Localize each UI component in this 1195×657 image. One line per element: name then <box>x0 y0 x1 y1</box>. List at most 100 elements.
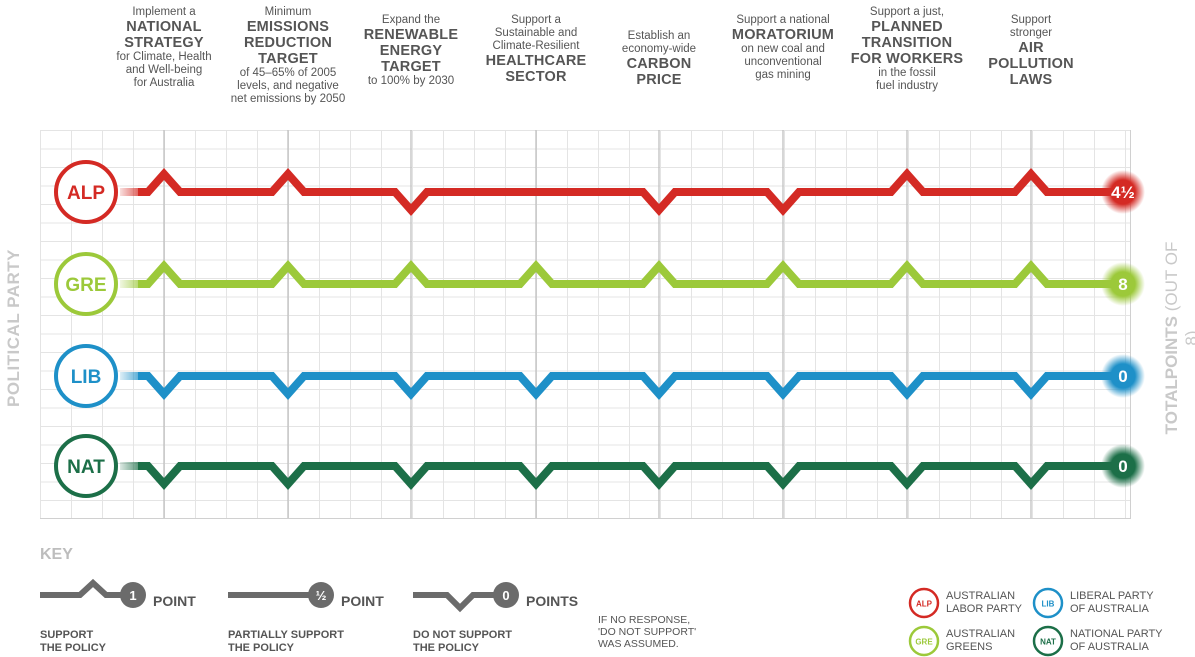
key-badge <box>308 582 334 608</box>
no-response-note: IF NO RESPONSE, 'DO NOT SUPPORT' WAS ASS… <box>598 614 718 650</box>
legend-badge-label: LIB <box>1042 600 1055 609</box>
party-badge-gre <box>54 252 118 316</box>
key-badge <box>120 582 146 608</box>
policy-header: Establish an economy-wide CARBON PRICE <box>589 30 729 88</box>
series-lead-in <box>120 372 148 380</box>
key-points-label: POINT <box>153 593 196 609</box>
key-title: KEY <box>40 546 73 563</box>
note-line: WAS ASSUMED. <box>598 638 679 650</box>
policy-detail: in the fossil <box>878 67 936 79</box>
key-line <box>40 578 126 598</box>
total-glow <box>1101 354 1145 398</box>
policy-header: Support a national MORATORIUM on new coal … <box>713 14 853 82</box>
legend-badge-label: ALP <box>916 600 933 609</box>
series-line-alp <box>138 167 1124 217</box>
total-glow <box>1101 444 1145 488</box>
key-badge <box>493 582 519 608</box>
policy-pre-text: Support a just, <box>869 6 945 18</box>
policy-title: CARBON <box>626 56 692 72</box>
total-points-value: 0 <box>1118 367 1127 386</box>
legend-line: GREENS <box>946 641 993 653</box>
legend-badge-label: NAT <box>1040 638 1056 647</box>
party-label: NAT <box>67 457 105 478</box>
policy-title: AIR <box>1018 40 1044 56</box>
legend-badge-alp <box>908 587 940 619</box>
policy-title: TARGET <box>381 59 441 75</box>
policy-pre-text: Support a <box>511 14 561 26</box>
policy-detail: and Well-being <box>125 64 203 76</box>
policy-pre-text: economy-wide <box>621 43 697 55</box>
policy-detail: for Australia <box>133 77 195 89</box>
policy-title: PRICE <box>636 72 682 88</box>
total-points-value: 4½ <box>1111 183 1135 202</box>
policy-title: EMISSIONS <box>246 19 330 35</box>
legend-label: AUSTRALIAN GREENS <box>946 628 1015 654</box>
total-points-label-bold: TOTALPOINTS <box>1162 315 1181 435</box>
key-badge-value: 1 <box>129 588 136 603</box>
key-badge-value: ½ <box>316 588 327 603</box>
total-points-value: 8 <box>1118 275 1127 294</box>
key-points-label: POINTS <box>526 593 579 609</box>
series-lead-in <box>120 188 148 196</box>
policy-detail: net emissions by 2050 <box>230 93 346 105</box>
key-caption-line: DO NOT SUPPORT <box>413 629 513 641</box>
policy-detail: fuel industry <box>875 80 938 92</box>
policy-title: LAWS <box>1009 72 1053 88</box>
party-legend-badges: ALP LIB GRE NAT <box>908 587 1064 657</box>
policy-title: PLANNED <box>871 19 943 35</box>
legend-line: LIBERAL PARTY <box>1070 590 1154 602</box>
key-caption-line: PARTIALLY SUPPORT <box>228 629 344 641</box>
key-caption: PARTIALLY SUPPORT THE POLICY <box>228 629 344 655</box>
total-glow <box>1101 170 1145 214</box>
policy-detail: of 45–65% of 2005 <box>239 67 337 79</box>
note-line: 'DO NOT SUPPORT' <box>598 626 697 638</box>
policy-detail: on new coal and <box>741 43 825 55</box>
policy-title: TARGET <box>258 51 318 67</box>
legend-line: LABOR PARTY <box>946 603 1023 615</box>
policy-pre-text: Establish an <box>627 30 691 42</box>
policy-header: Support stronger AIR POLLUTION LAWS <box>961 14 1101 88</box>
key-caption-line: THE POLICY <box>413 642 480 654</box>
policy-title: FOR WORKERS <box>850 51 964 67</box>
series-lead-in <box>120 280 148 288</box>
note-line: IF NO RESPONSE, <box>598 614 691 626</box>
policy-title: POLLUTION <box>988 56 1074 72</box>
policy-pre-text: Minimum <box>264 6 312 18</box>
party-label: LIB <box>71 367 102 388</box>
series-line-nat <box>138 462 1124 491</box>
policy-pre-text: Sustainable and <box>494 27 578 39</box>
key-caption: SUPPORT THE POLICY <box>40 629 106 655</box>
policy-title: REDUCTION <box>244 35 332 51</box>
policy-detail: to 100% by 2030 <box>367 75 455 87</box>
party-label: ALP <box>67 183 105 204</box>
series-line-gre <box>138 259 1124 288</box>
key-graphics: 1 ½ 0 <box>40 578 519 613</box>
policy-title: HEALTHCARE <box>485 53 587 69</box>
legend-label: LIBERAL PARTY OF AUSTRALIA <box>1070 590 1154 616</box>
party-badge-nat <box>54 434 118 498</box>
policy-header: Implement a NATIONAL STRATEGY for Climate, … <box>94 6 234 90</box>
party-badge-alp <box>54 160 118 224</box>
party-label: GRE <box>65 275 106 296</box>
key-badge-value: 0 <box>502 588 509 603</box>
policy-detail: levels, and negative <box>237 80 339 92</box>
policy-pre-text: Climate-Resilient <box>492 40 580 52</box>
key-line <box>413 592 499 613</box>
policy-title: MORATORIUM <box>731 27 835 43</box>
legend-line: AUSTRALIAN <box>946 590 1016 602</box>
policy-title: RENEWABLE <box>363 27 459 43</box>
legend-line: OF AUSTRALIA <box>1070 603 1149 615</box>
policy-detail: unconventional <box>744 56 822 68</box>
policy-pre-text: Implement a <box>132 6 196 18</box>
legend-label: AUSTRALIAN LABOR PARTY <box>946 590 1022 616</box>
party-policy-chart: ALP 4½ GRE 8 LIB 0 NAT 0 <box>40 130 1145 519</box>
total-glow <box>1101 262 1145 306</box>
policy-pre-text: Support <box>1010 14 1052 26</box>
policy-header: Expand the RENEWABLE ENERGY TARGET to 100% b… <box>341 14 481 88</box>
y-axis-label: POLITICAL PARTY <box>4 249 23 407</box>
legend-label: NATIONAL PARTY OF AUSTRALIA <box>1070 628 1163 654</box>
policy-header: Support a just, PLANNED TRANSITION FOR WORK… <box>837 6 977 93</box>
party-badge-lib <box>54 344 118 408</box>
policy-title: TRANSITION <box>861 35 953 51</box>
legend-badge-nat <box>1032 625 1064 657</box>
